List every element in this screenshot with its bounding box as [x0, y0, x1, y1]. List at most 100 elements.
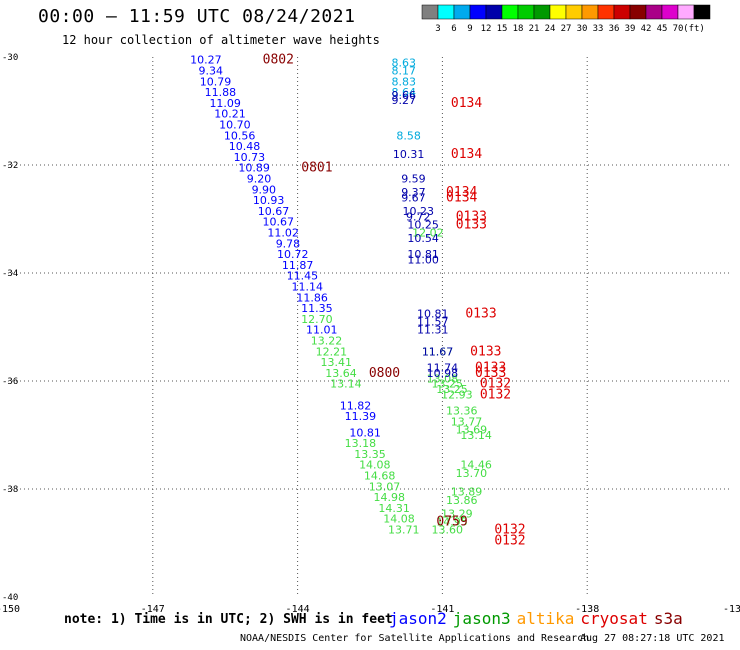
swh-value: 9.78: [276, 237, 301, 250]
time-label: 0134: [446, 190, 477, 205]
time-label: 0133: [465, 307, 496, 322]
swh-value: 13.29: [441, 507, 473, 520]
swh-value: 10.93: [253, 194, 285, 207]
swh-value: 8.83: [392, 75, 417, 88]
swh-value: 9.72: [406, 210, 431, 223]
swh-value: 11.09: [209, 97, 241, 110]
colorbar-swatch: [645, 4, 663, 20]
swh-value: 14.31: [378, 502, 410, 515]
time-label: 0134: [451, 147, 482, 162]
colorbar-label: 70: [673, 24, 684, 34]
colorbar-swatch: [485, 4, 503, 20]
colorbar-label: (ft): [683, 24, 705, 34]
swh-value: 11.82: [340, 399, 372, 412]
x-tick-label: -144: [286, 604, 310, 615]
swh-value: 8.17: [392, 65, 417, 78]
swh-value: 11.02: [267, 227, 299, 240]
time-label: 0800: [369, 366, 400, 381]
swh-value: 10.48: [229, 140, 261, 153]
colorbar-swatch: [501, 4, 519, 20]
legend-jason2: jason2: [389, 609, 447, 628]
colorbar-label: 18: [513, 24, 524, 34]
colorbar-swatch: [533, 4, 551, 20]
colorbar-swatch: [421, 4, 439, 20]
color-scale: 3 6 9 12 15 18 21 24 27 30 33 36 39 42 45 70 (ft): [421, 4, 711, 34]
time-label: 0134: [446, 185, 477, 200]
swh-value: 11.74: [427, 362, 459, 375]
swh-value: 10.25: [407, 218, 439, 231]
swh-value: 12.21: [316, 345, 348, 358]
swh-value: 10.89: [238, 162, 270, 175]
chart-subtitle: 12 hour collection of altimeter wave hei…: [62, 33, 380, 47]
swh-value: 10.67: [258, 205, 290, 218]
colorbar-swatch: [661, 4, 679, 20]
swh-value: 10.81: [349, 426, 381, 439]
swh-value: 13.14: [330, 378, 362, 391]
swh-value: 14.08: [359, 459, 391, 472]
swh-value: 11.00: [407, 254, 439, 267]
colorbar-swatch: [549, 4, 567, 20]
swh-value: 14.08: [383, 513, 415, 526]
colorbar-label: 45: [657, 24, 668, 34]
swh-value: 11.67: [422, 345, 454, 358]
swh-value: 11.14: [292, 281, 324, 294]
colorbar-swatch: [677, 4, 695, 20]
swh-value: 9.27: [392, 94, 417, 107]
swh-value: 13.41: [320, 356, 352, 369]
colorbar-label: 27: [561, 24, 572, 34]
x-tick-label: -141: [430, 604, 454, 615]
legend-cryosat: cryosat: [580, 609, 648, 628]
x-tick-label: -147: [141, 604, 165, 615]
colorbar-swatch: [581, 4, 599, 20]
swh-value: 13.77: [451, 416, 483, 429]
swh-value: 10.31: [393, 148, 425, 161]
swh-value: 13.86: [446, 494, 478, 507]
colorbar-label: 21: [529, 24, 540, 34]
colorbar-label: 39: [625, 24, 636, 34]
colorbar-swatch: [453, 4, 471, 20]
swh-value: 11.45: [287, 270, 319, 283]
footer-note: note: 1) Time is in UTC; 2) SWH is in fe…: [64, 612, 393, 627]
swh-value: 14.95: [436, 515, 468, 528]
swh-value: 11.35: [301, 302, 333, 315]
swh-value: 11.67: [422, 345, 454, 358]
colorbar-label: 24: [545, 24, 556, 34]
colorbar-label: 15: [497, 24, 508, 34]
time-label: 0132: [480, 377, 511, 392]
swh-value: 11.39: [345, 410, 377, 423]
swh-value: 13.35: [354, 448, 386, 461]
swh-value: 14.68: [364, 470, 396, 483]
colorbar-swatch: [437, 4, 455, 20]
swh-value: 8.64: [392, 86, 417, 99]
time-label: 0133: [456, 209, 487, 224]
colorbar-swatch: [613, 4, 631, 20]
time-label: 0133: [475, 366, 506, 381]
grid-lines: [8, 57, 732, 597]
colorbar-swatch: [517, 4, 535, 20]
swh-value: 10.70: [219, 119, 251, 132]
colorbar-swatch: [693, 4, 711, 20]
swh-value: 9.34: [198, 65, 223, 78]
swh-value: 10.81: [407, 248, 439, 261]
y-tick-label: -34: [2, 269, 18, 279]
colorbar-swatch: [565, 4, 583, 20]
swh-value: 9.37: [401, 186, 426, 199]
swh-value: 8.58: [396, 129, 421, 142]
time-label: 0802: [263, 53, 294, 68]
swh-value: 9.67: [401, 191, 426, 204]
swh-value: 12.93: [441, 389, 473, 402]
chart-title: 00:00 — 11:59 UTC 08/24/2021: [38, 6, 356, 27]
swh-value: 9.20: [247, 173, 272, 186]
y-tick-label: -30: [2, 53, 18, 63]
time-label: 0133: [475, 361, 506, 376]
x-tick-label: -150: [0, 604, 20, 615]
axis-ticks: -150 -147 -144 -141 -138 -13 -30 -32 -34 -36 -38 -4…: [0, 53, 740, 615]
swh-value: 11.88: [205, 86, 237, 99]
swh-value: 11.57: [417, 316, 449, 329]
swh-value: 10.98: [427, 367, 459, 380]
swh-value: 11.86: [296, 291, 328, 304]
y-tick-label: -32: [2, 161, 18, 171]
swh-value: 13.36: [446, 405, 478, 418]
swh-value: 8.63: [392, 56, 417, 69]
